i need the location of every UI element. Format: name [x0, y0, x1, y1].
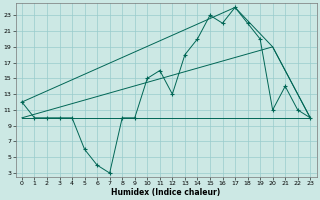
X-axis label: Humidex (Indice chaleur): Humidex (Indice chaleur): [111, 188, 221, 197]
